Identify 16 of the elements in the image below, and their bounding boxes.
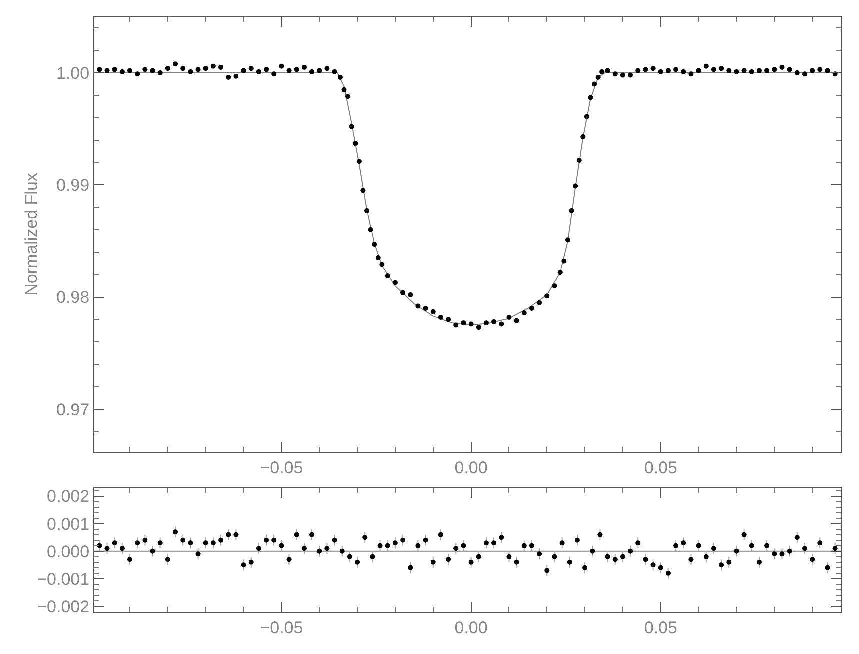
x-tick-label: 0.00 <box>454 458 488 478</box>
y-tick-label: −0.002 <box>37 597 90 616</box>
x-tick-label: 0.05 <box>644 618 678 638</box>
y-tick-label: 1.00 <box>56 64 90 84</box>
y-tick-label: 0.98 <box>56 288 90 308</box>
y-tick-label: 0.001 <box>47 514 90 534</box>
x-tick-label: −0.05 <box>260 458 304 478</box>
y-axis-title: Normalized Flux <box>22 172 42 296</box>
x-tick-label: 0.05 <box>644 458 678 478</box>
y-tick-label: 0.002 <box>47 487 90 506</box>
x-tick-label: 0.00 <box>454 618 488 638</box>
y-tick-label: 0.99 <box>56 176 90 196</box>
x-tick-label: −0.05 <box>260 618 304 638</box>
y-tick-label: 0.000 <box>47 542 90 562</box>
y-tick-label: 0.97 <box>56 400 90 420</box>
y-tick-label: −0.001 <box>37 570 90 589</box>
